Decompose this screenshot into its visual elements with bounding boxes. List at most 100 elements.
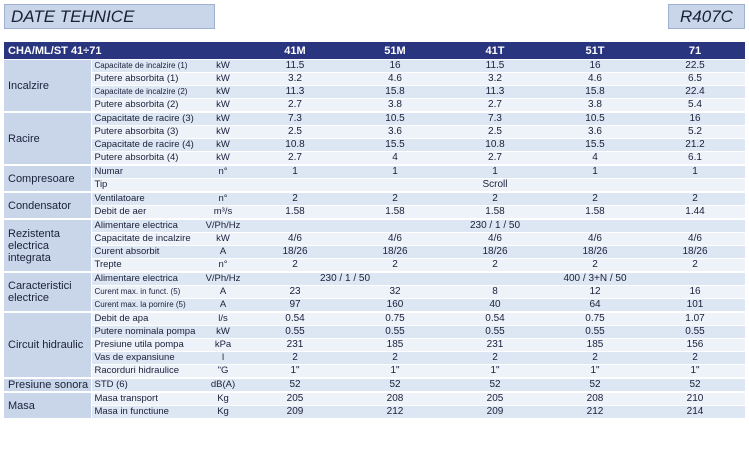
value-cell: 52 bbox=[345, 378, 445, 393]
parameter-label: Alimentare electrica bbox=[91, 272, 201, 286]
value-cell: 210 bbox=[645, 392, 745, 406]
table-row: Curent max. in funct. (5) A 23 32 8 12 16 bbox=[4, 285, 745, 299]
value-cell: 4.6 bbox=[345, 72, 445, 86]
value-cell: 4/6 bbox=[345, 232, 445, 246]
value-cell: 2.7 bbox=[445, 151, 545, 166]
value-cell: 3.2 bbox=[245, 72, 345, 86]
value-cell: 208 bbox=[545, 392, 645, 406]
value-cell: 2 bbox=[345, 258, 445, 273]
value-cell: 6.5 bbox=[645, 72, 745, 86]
value-cell: 214 bbox=[645, 405, 745, 420]
unit-label: Kg bbox=[201, 405, 245, 420]
value-cell: 160 bbox=[345, 298, 445, 313]
value-cell: 3.8 bbox=[345, 98, 445, 113]
value-cell: 2 bbox=[445, 192, 545, 206]
table-row: Capacitate de incalzire (2) kW 11.3 15.8 11.… bbox=[4, 85, 745, 99]
parameter-label: Trepte bbox=[91, 258, 201, 273]
parameter-label: Capacitate de incalzire (1) bbox=[91, 59, 201, 73]
unit-label: A bbox=[201, 298, 245, 313]
group-label: Racire bbox=[4, 112, 92, 166]
value-cell: 2 bbox=[445, 258, 545, 273]
unit-label: "G bbox=[201, 364, 245, 379]
value-cell: 16 bbox=[645, 112, 745, 126]
value-cell: 156 bbox=[645, 338, 745, 352]
refrigerant-badge: R407C bbox=[668, 4, 745, 29]
value-cell: 1 bbox=[645, 165, 745, 179]
value-cell: 7.3 bbox=[245, 112, 345, 126]
group-label: Rezistenta electrica integrata bbox=[4, 219, 92, 273]
unit-label: V/Ph/Hz bbox=[201, 272, 245, 286]
value-cell: 3.2 bbox=[445, 72, 545, 86]
value-cell: Scroll bbox=[245, 178, 745, 193]
value-cell: 2 bbox=[345, 192, 445, 206]
table-row: Putere absorbita (3) kW 2.5 3.6 2.5 3.6 5.2 bbox=[4, 125, 745, 139]
value-cell: 2 bbox=[345, 351, 445, 365]
value-cell: 185 bbox=[345, 338, 445, 352]
value-cell: 208 bbox=[345, 392, 445, 406]
value-cell: 209 bbox=[245, 405, 345, 420]
group-label: Presiune sonora bbox=[4, 378, 92, 393]
parameter-label: Numar bbox=[91, 165, 201, 179]
table-row: Putere absorbita (4) kW 2.7 4 2.7 4 6.1 bbox=[4, 151, 745, 166]
page-title: DATE TEHNICE bbox=[4, 4, 215, 29]
parameter-label: Racorduri hidraulice bbox=[91, 364, 201, 379]
value-cell: 212 bbox=[345, 405, 445, 420]
column-header: 51M bbox=[345, 42, 445, 60]
table-row: Caracteristici electrice Alimentare elect… bbox=[4, 272, 745, 313]
table-row: Capacitate de racire (4) kW 10.8 15.5 10.8 15… bbox=[4, 138, 745, 152]
group-label: Masa bbox=[4, 392, 92, 420]
value-cell: 4/6 bbox=[545, 232, 645, 246]
value-cell: 8 bbox=[445, 285, 545, 299]
table-row: Trepte n° 2 2 2 2 2 bbox=[4, 258, 745, 273]
technical-data-table: CHA/ML/ST 41÷71 41M 51M 41T 51T 71 Incal… bbox=[4, 42, 745, 420]
value-cell: 22.5 bbox=[645, 59, 745, 73]
value-cell: 32 bbox=[345, 285, 445, 299]
page-title-text: DATE TEHNICE bbox=[11, 6, 135, 26]
group-label: Incalzire bbox=[4, 59, 92, 113]
parameter-label: Putere absorbita (2) bbox=[91, 98, 201, 113]
value-cell: 0.55 bbox=[345, 325, 445, 339]
value-cell: 52 bbox=[545, 378, 645, 393]
parameter-label: Presiune utila pompa bbox=[91, 338, 201, 352]
table-row: Putere absorbita (2) kW 2.7 3.8 2.7 3.8 5.4 bbox=[4, 98, 745, 113]
value-cell: 22.4 bbox=[645, 85, 745, 99]
value-cell: 21.2 bbox=[645, 138, 745, 152]
unit-label: dB(A) bbox=[201, 378, 245, 393]
value-cell: 11.3 bbox=[245, 85, 345, 99]
table-row: Debit de aer m³/s 1.58 1.58 1.58 1.58 1.44 bbox=[4, 205, 745, 220]
unit-label bbox=[201, 178, 245, 193]
unit-label: kW bbox=[201, 232, 245, 246]
value-cell: 0.55 bbox=[645, 325, 745, 339]
table-row: Presiune utila pompa kPa 231 185 231 185 156 bbox=[4, 338, 745, 352]
unit-label: n° bbox=[201, 165, 245, 179]
unit-label: kW bbox=[201, 151, 245, 166]
value-cell: 18/26 bbox=[645, 245, 745, 259]
parameter-label: Putere nominala pompa bbox=[91, 325, 201, 339]
value-cell: 2 bbox=[245, 258, 345, 273]
unit-label: kW bbox=[201, 325, 245, 339]
unit-label: m³/s bbox=[201, 205, 245, 220]
table-row: Tip Scroll bbox=[4, 178, 745, 193]
value-cell: 15.5 bbox=[345, 138, 445, 152]
table-row: Curent absorbit A 18/26 18/26 18/26 18/26 18/2… bbox=[4, 245, 745, 259]
value-cell: 4 bbox=[545, 151, 645, 166]
parameter-label: Debit de aer bbox=[91, 205, 201, 220]
parameter-label: Curent max. la pornire (5) bbox=[91, 298, 201, 313]
parameter-label: Alimentare electrica bbox=[91, 219, 201, 233]
unit-label: kW bbox=[201, 59, 245, 73]
value-cell: 11.5 bbox=[245, 59, 345, 73]
value-cell: 1 bbox=[445, 165, 545, 179]
parameter-label: Capacitate de incalzire bbox=[91, 232, 201, 246]
unit-label: kW bbox=[201, 85, 245, 99]
value-cell: 212 bbox=[545, 405, 645, 420]
unit-label: kW bbox=[201, 138, 245, 152]
value-cell: 16 bbox=[545, 59, 645, 73]
value-cell: 18/26 bbox=[545, 245, 645, 259]
table-row: Masa in functiune Kg 209 212 209 212 214 bbox=[4, 405, 745, 420]
parameter-label: Putere absorbita (1) bbox=[91, 72, 201, 86]
value-cell: 2.7 bbox=[245, 98, 345, 113]
value-cell: 2 bbox=[645, 351, 745, 365]
value-cell: 4/6 bbox=[245, 232, 345, 246]
value-cell: 209 bbox=[445, 405, 545, 420]
value-cell: 205 bbox=[445, 392, 545, 406]
